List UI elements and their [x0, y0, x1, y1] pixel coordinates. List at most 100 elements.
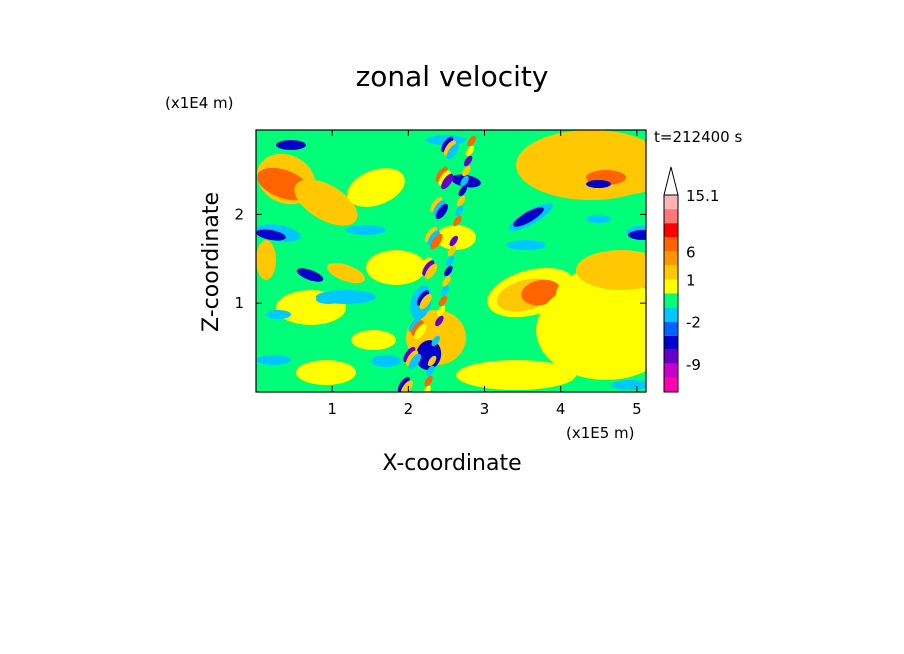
- chart-title: zonal velocity: [356, 60, 549, 93]
- colorbar-label: 1: [686, 271, 696, 289]
- wave-packet-cell: [435, 166, 448, 183]
- wave-packet-cell: [427, 355, 437, 367]
- field-patch: [586, 215, 611, 223]
- x-tick-label: 2: [404, 400, 414, 418]
- colorbar-label: -9: [686, 356, 701, 374]
- wave-packet-cell: [465, 145, 475, 157]
- x-axis-unit: (x1E5 m): [566, 424, 635, 442]
- wave-packet-cell: [430, 233, 443, 250]
- x-axis-label: X-coordinate: [382, 451, 521, 476]
- colorbar-segment: [664, 349, 678, 364]
- wave-packet-cell: [416, 290, 430, 306]
- colorbar-segment: [664, 209, 678, 224]
- wave-packet-cell: [406, 350, 419, 366]
- colorbar-segment: [664, 237, 678, 252]
- colorbar-label: -2: [686, 314, 701, 332]
- wave-packet-cell: [440, 285, 449, 297]
- wave-packet-cell: [397, 376, 411, 392]
- field-patch: [628, 230, 646, 240]
- wave-packet-cell: [449, 235, 458, 247]
- wave-packet-cell: [433, 200, 446, 216]
- field-patch: [456, 360, 576, 390]
- wave-packet-cell: [436, 305, 446, 317]
- field-patch: [576, 250, 646, 290]
- wave-packet-cell: [447, 245, 457, 257]
- wave-packet-cell: [438, 170, 451, 186]
- wave-packet-cell: [467, 135, 476, 147]
- wave-packet-cell: [454, 205, 464, 217]
- wave-packet-cell: [426, 365, 435, 377]
- wave-packet-cell: [419, 293, 432, 310]
- wave-packet-cell: [424, 263, 438, 280]
- wave-packet-cell: [424, 375, 433, 387]
- time-label: t=212400 s: [654, 128, 742, 146]
- wave-packet-cell: [408, 316, 421, 333]
- heatmap: [256, 130, 646, 392]
- wave-packet-cell: [456, 195, 466, 207]
- colorbar-segment: [664, 279, 678, 294]
- wave-packet-cell: [433, 325, 442, 337]
- wave-packet-cell: [441, 136, 454, 153]
- wave-packet-cell: [463, 155, 473, 167]
- plot-area: [255, 129, 647, 393]
- wave-packet-cell: [422, 385, 431, 392]
- field-patch: [611, 380, 646, 390]
- colorbar-segment: [664, 223, 678, 238]
- field-patch: [256, 355, 291, 365]
- wave-packet-cell: [429, 345, 439, 357]
- y-axis-label: Z-coordinate: [199, 192, 224, 332]
- colorbar-label: 15.1: [686, 187, 719, 205]
- y-axis: 12: [234, 205, 646, 312]
- wave-packet-cell: [435, 315, 444, 327]
- wave-packet-cell: [431, 335, 440, 347]
- colorbar-extend-arrow: [663, 166, 679, 196]
- colorbar-segment: [664, 335, 678, 350]
- field-patch: [586, 180, 611, 188]
- wave-packet-cell: [451, 225, 460, 237]
- x-tick-label: 3: [480, 400, 490, 418]
- wave-packet-cell: [443, 140, 457, 156]
- wave-packet-cell: [414, 323, 427, 340]
- colorbar-segment: [664, 251, 678, 266]
- colorbar-label: 6: [686, 243, 696, 261]
- plot-frame: [255, 129, 647, 393]
- colorbar-segment: [664, 265, 678, 280]
- x-tick-label: 5: [632, 400, 642, 418]
- wave-packet-cell: [462, 165, 471, 177]
- field-patch: [276, 140, 306, 150]
- field-patch: [513, 207, 544, 227]
- wave-packet-cell: [441, 173, 454, 190]
- wave-packet-cell: [453, 215, 462, 227]
- y-tick-label: 1: [234, 294, 244, 312]
- field-patch: [521, 279, 561, 306]
- wave-packet-cell: [424, 226, 438, 243]
- colorbar-segment: [664, 195, 678, 210]
- field-patch: [294, 179, 358, 226]
- field-patch: [366, 250, 426, 285]
- field-patch: [351, 330, 396, 350]
- field-patch: [371, 355, 401, 367]
- colorbar: -9 -2 1 6 15.1: [663, 166, 719, 393]
- x-axis: 1 2 3 4 5: [327, 130, 642, 418]
- wave-packet-cell: [422, 260, 435, 276]
- wave-packet-cell: [414, 286, 427, 303]
- field-patch: [266, 310, 291, 319]
- wave-packet-cell: [435, 203, 449, 220]
- wave-packet-cell: [411, 320, 424, 336]
- field-patch: [506, 240, 546, 250]
- field-patch: [256, 229, 286, 241]
- colorbar-segment: [664, 293, 678, 308]
- colorbar-segment: [664, 363, 678, 378]
- wave-packet-cell: [408, 353, 422, 370]
- wave-packet-cell: [458, 185, 467, 197]
- y-tick-label: 2: [234, 205, 244, 223]
- x-tick-label: 1: [327, 400, 337, 418]
- field-patch: [316, 290, 376, 304]
- wave-packet-cell: [403, 346, 416, 363]
- x-tick-label: 4: [556, 400, 566, 418]
- wave-packet-cell: [446, 143, 459, 160]
- wave-packet-cell: [430, 196, 443, 213]
- wave-packet-cell: [445, 255, 455, 267]
- y-axis-unit: (x1E4 m): [165, 94, 234, 112]
